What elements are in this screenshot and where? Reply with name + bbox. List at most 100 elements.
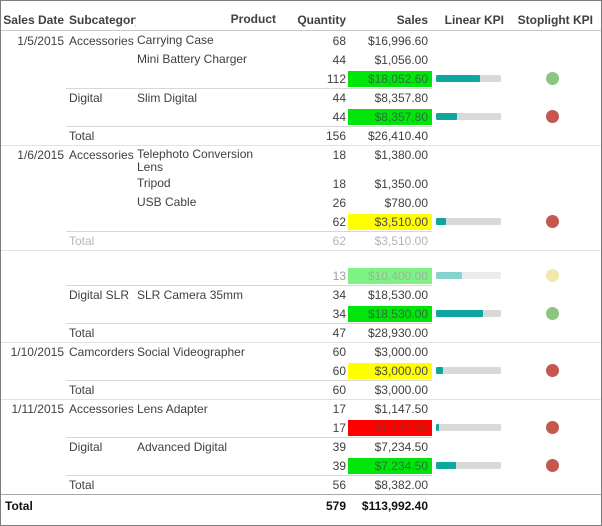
stoplight-green-indicator: [546, 72, 559, 85]
cell-sales: $3,510.00: [348, 231, 432, 250]
stoplight-green-indicator: [546, 307, 559, 320]
cell-linear-kpi: [432, 424, 504, 431]
cell-quantity: 44: [332, 52, 346, 67]
stoplight-red-indicator: [546, 364, 559, 377]
cell-subcategory: Total: [66, 323, 136, 342]
linear-kpi-track: [436, 310, 501, 317]
cell-product: Telephoto Conversion Lens: [137, 147, 254, 174]
stoplight-red-indicator: [546, 110, 559, 123]
sales-value: $10,400.00: [367, 268, 428, 283]
linear-kpi-fill: [436, 272, 462, 279]
cell-linear-kpi: [432, 310, 504, 317]
cell-quantity: 17: [332, 402, 346, 416]
sales-value: $3,000.00: [374, 345, 428, 359]
subtotal-kpi-row: 39 $7,234.50: [1, 456, 601, 475]
cell-subcategory: Total: [66, 475, 136, 494]
cell-stoplight-kpi: [504, 364, 601, 377]
cell-sales: $8,357.80: [348, 88, 432, 107]
linear-kpi-fill: [436, 367, 443, 374]
sales-highlight-green: $18,052.60: [348, 70, 432, 87]
cell-sales: $1,350.00: [348, 177, 432, 191]
cell-linear-kpi: [432, 113, 504, 120]
linear-kpi-fill: [436, 218, 446, 225]
sales-value: $1,056.00: [374, 52, 428, 67]
ghost-row: [1, 250, 601, 266]
group-total-row: Total 56 $8,382.00: [1, 475, 601, 494]
cell-sales: $1,147.50: [348, 402, 432, 416]
sales-highlight-yellow: $3,510.00: [348, 213, 432, 230]
cell-stoplight-kpi: [504, 307, 601, 320]
cell-quantity: 26: [332, 195, 346, 210]
sales-value: $780.00: [384, 195, 428, 210]
cell-subcategory: Accessories: [69, 402, 134, 416]
linear-kpi-track: [436, 462, 501, 469]
sales-value: $18,530.00: [367, 306, 428, 321]
cell-stoplight-kpi: [504, 215, 601, 228]
cell-product: Slim Digital: [136, 88, 276, 107]
sales-value: $1,350.00: [374, 176, 428, 191]
linear-kpi-track: [436, 75, 501, 82]
cell-sales: $3,000.00: [348, 345, 432, 359]
cell-sales: $1,380.00: [348, 146, 432, 162]
cell-subcategory: Digital: [66, 88, 136, 107]
cell-quantity: 68: [332, 33, 346, 48]
sales-value: $8,357.80: [374, 109, 428, 124]
cell-product: [136, 126, 276, 145]
linear-kpi-fill: [436, 113, 457, 120]
cell-subcategory: Total: [66, 126, 136, 145]
cell-subcategory: Accessories: [69, 33, 134, 48]
cell-stoplight-kpi: [504, 459, 601, 472]
cell-product: [136, 231, 276, 250]
cell-product: [136, 475, 276, 494]
cell-linear-kpi: [432, 367, 504, 374]
table-header-row: Sales Date Subcategory Product Quantity …: [1, 9, 601, 31]
cell-product: Carrying Case: [137, 34, 214, 47]
sales-value: $1,147.50: [374, 420, 428, 435]
sales-value: $18,530.00: [367, 288, 428, 302]
cell-sales-date: 1/5/2015: [17, 33, 64, 48]
cell-linear-kpi: [432, 146, 504, 148]
cell-product: Advanced Digital: [136, 437, 276, 456]
cell-quantity: 39: [332, 458, 346, 473]
sales-value: $3,000.00: [374, 363, 428, 378]
cell-subcategory: Digital SLR: [66, 285, 136, 304]
cell-sales: $780.00: [348, 196, 432, 210]
cell-sales-date: 1/6/2015: [17, 148, 64, 162]
cell-subcategory: Camcorders: [69, 345, 135, 359]
sales-highlight-green: $8,357.80: [348, 108, 432, 125]
subtotal-kpi-row: 13 $10,400.00: [1, 266, 601, 285]
column-header-stoplight-kpi: Stoplight KPI: [517, 12, 593, 27]
column-header-sales-label: Sales: [396, 12, 428, 27]
linear-kpi-fill: [436, 75, 481, 82]
subtotal-kpi-row: 62 $3,510.00: [1, 212, 601, 231]
table-row: Tripod 18 $1,350.00: [1, 174, 601, 193]
column-header-quantity: Quantity: [297, 12, 346, 27]
group-total-row: Total 156 $26,410.40: [1, 126, 601, 145]
cell-quantity: 62: [276, 231, 348, 250]
table-row: 1/10/2015 Camcorders Social Videographer 60…: [1, 342, 601, 361]
sales-value: $3,510.00: [374, 234, 428, 248]
sales-highlight-green: $18,530.00: [348, 305, 432, 322]
table-row: 1/5/2015 Accessories Carrying Case 68 $16,99…: [1, 31, 601, 50]
sales-value: $3,000.00: [374, 383, 428, 397]
cell-sales: $16,996.60: [348, 34, 432, 48]
subtotal-kpi-row: 60 $3,000.00: [1, 361, 601, 380]
cell-quantity: 39: [276, 437, 348, 456]
cell-sales: $3,000.00: [348, 380, 432, 399]
linear-kpi-fill: [436, 462, 456, 469]
cell-linear-kpi: [432, 218, 504, 225]
sales-value: $26,410.40: [367, 129, 428, 143]
subtotal-kpi-row: 44 $8,357.80: [1, 107, 601, 126]
sales-value: $16,996.60: [367, 33, 428, 48]
cell-stoplight-kpi: [504, 72, 601, 85]
cell-sales: $26,410.40: [348, 126, 432, 145]
cell-stoplight-kpi: [504, 110, 601, 123]
subtotal-kpi-row: 34 $18,530.00: [1, 304, 601, 323]
column-header-linear-kpi: Linear KPI: [444, 12, 504, 27]
table-row: 1/11/2015 Accessories Lens Adapter 17 $1,147…: [1, 399, 601, 418]
cell-linear-kpi: [432, 272, 504, 279]
cell-product: Tripod: [137, 177, 171, 190]
sales-value: $8,357.80: [374, 91, 428, 105]
cell-product: [136, 380, 276, 399]
